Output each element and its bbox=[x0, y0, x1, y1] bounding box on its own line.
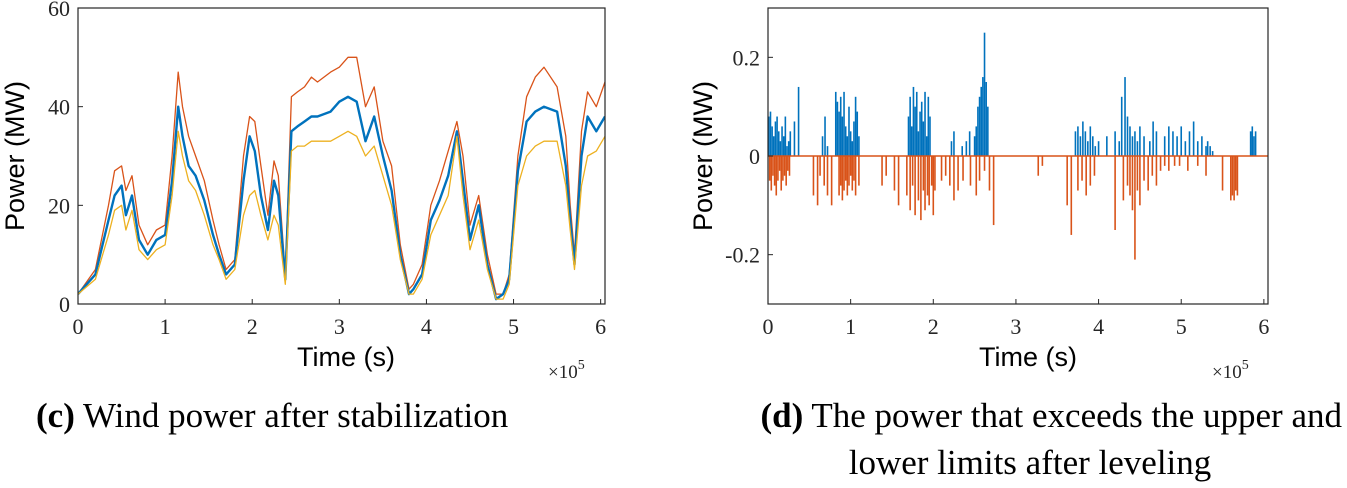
chart2-xtick-label: 0 bbox=[763, 314, 774, 339]
chart1-caption: (c) Wind power after stabilization bbox=[36, 396, 508, 435]
chart2-ytick-label: -0.2 bbox=[725, 243, 760, 268]
chart1-ytick-label: 40 bbox=[48, 95, 70, 120]
chart1-series-2-line bbox=[78, 95, 605, 301]
chart1-ylabel: Power (MW) bbox=[0, 81, 30, 231]
chart2-x-exponent: ×105 bbox=[1212, 358, 1249, 383]
chart1-xtick-label: 4 bbox=[421, 314, 432, 339]
chart1-xlabel: Time (s) bbox=[297, 342, 395, 372]
chart2-xtick-label: 5 bbox=[1176, 314, 1187, 339]
chart2-xlabel: Time (s) bbox=[979, 342, 1077, 372]
chart2-ticks: 0 1 2 3 4 5 6 -0.2 0 0.2 bbox=[725, 45, 1269, 339]
chart1-xtick-label: 1 bbox=[160, 314, 171, 339]
chart1-series-3-line bbox=[78, 130, 605, 300]
chart2-xtick-label: 1 bbox=[845, 314, 856, 339]
chart2-xtick-label: 6 bbox=[1258, 314, 1269, 339]
chart1-x-exponent: ×105 bbox=[548, 358, 585, 383]
chart1-xtick-label: 5 bbox=[508, 314, 519, 339]
chart2-ytick-label: 0 bbox=[749, 144, 760, 169]
chart2-ylabel: Power (MW) bbox=[688, 81, 718, 231]
chart-exceeding-power: 0 1 2 3 4 5 6 -0.2 0 0.2 Time (s) Power (MW) ×105… bbox=[688, 7, 1342, 482]
chart2-xtick-label: 4 bbox=[1093, 314, 1104, 339]
chart2-caption-line1: (d) The power that exceeds the upper and bbox=[760, 396, 1342, 435]
chart2-xtick-label: 3 bbox=[1010, 314, 1021, 339]
chart2-xtick-label: 2 bbox=[928, 314, 939, 339]
chart1-xtick-label: 0 bbox=[73, 314, 84, 339]
chart1-ytick-label: 0 bbox=[59, 292, 70, 317]
chart1-series bbox=[78, 56, 605, 301]
chart1-xtick-label: 6 bbox=[595, 314, 606, 339]
chart1-series-1-line bbox=[78, 56, 605, 295]
chart2-series bbox=[768, 32, 1268, 260]
chart1-ytick-label: 20 bbox=[48, 193, 70, 218]
chart2-ytick-label: 0.2 bbox=[733, 45, 761, 70]
chart2-caption-line2: lower limits after leveling bbox=[849, 443, 1212, 482]
chart1-xtick-label: 3 bbox=[334, 314, 345, 339]
chart1-ytick-label: 60 bbox=[48, 0, 70, 21]
chart1-xtick-label: 2 bbox=[247, 314, 258, 339]
chart1-plot-frame bbox=[77, 7, 606, 305]
